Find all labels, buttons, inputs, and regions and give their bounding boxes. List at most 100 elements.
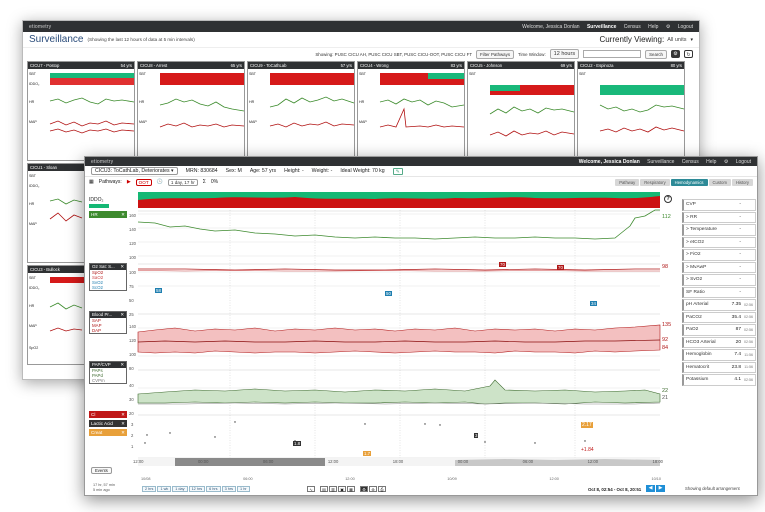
settings-icon[interactable]: ⚙ [671, 50, 680, 58]
events-button[interactable]: Events [91, 467, 112, 474]
param-row[interactable]: SF Ratio - [682, 286, 756, 298]
param-row[interactable]: CVP - [682, 199, 756, 211]
chart-icon[interactable]: ▥ [329, 486, 337, 492]
lab-marker[interactable]: 3 [474, 433, 479, 438]
svo2-marker[interactable]: 58 [155, 288, 162, 293]
o2-marker[interactable]: 70 [557, 265, 564, 270]
nav-surveillance[interactable]: Surveillance [586, 23, 617, 30]
patient-tile[interactable]: CICU4 - Wrong 83 yrs SBT HR MAP [357, 61, 465, 161]
range-button[interactable]: 2 hrs [142, 486, 157, 492]
nav-census[interactable]: Census [681, 158, 699, 165]
o2-marker[interactable]: 70 [499, 262, 506, 267]
tile-label-iddo: IDDO₂ [29, 286, 40, 290]
gear-icon[interactable]: ⚙ [360, 486, 368, 492]
param-row[interactable]: Hematocrit 23.8 11:56 [682, 361, 756, 373]
creat-marker[interactable]: 1.7 [363, 451, 372, 456]
patient-select[interactable]: CICU3: ToCathLab, Deteriorates ▾ [91, 167, 178, 175]
range-button[interactable]: 1 day [172, 486, 188, 492]
filter-pathways-button[interactable]: Filter Pathways [476, 49, 515, 59]
mini-timeline[interactable] [138, 458, 660, 466]
prev-icon[interactable]: ◀ [646, 485, 655, 492]
tab-history[interactable]: History [731, 179, 753, 186]
blood-pressure-box[interactable]: Blood Pr... ✕ SAP MAP DAP [89, 311, 127, 334]
patient-header: CICU3: ToCathLab, Deteriorates ▾ MRN: 83… [85, 166, 757, 177]
range-button[interactable]: 12 hrs [188, 486, 206, 492]
svo2-marker[interactable]: 34 [590, 301, 597, 306]
range-button[interactable]: 6 hrs [206, 486, 221, 492]
nav-census[interactable]: Census [623, 23, 641, 30]
mini-window[interactable] [175, 458, 325, 466]
pathway-tag[interactable]: OOT [135, 178, 152, 186]
pathways-icon: ▦ [89, 179, 94, 185]
tile-label-map: MAP [29, 120, 37, 124]
image-icon[interactable]: ▣ [338, 486, 346, 492]
iddo-swatch [89, 204, 109, 208]
pap-cvp-box[interactable]: PAP/CVP ✕ PAPs PAPd CVPm [89, 361, 127, 384]
o2-sat-box[interactable]: O2 Sat: S... ✕ SpO2 SaO2 SvO2 ScO2 [89, 263, 127, 291]
nav-logout[interactable]: Logout [677, 23, 693, 30]
param-row[interactable]: > RR - [682, 211, 756, 223]
range-button[interactable]: 3 hrs [221, 486, 237, 492]
param-row[interactable]: Hemoglobin 7.4 11:56 [682, 349, 756, 361]
tile-label-map: MAP [139, 120, 147, 124]
param-row[interactable]: > SvO2- [682, 274, 756, 286]
summary-text: 17 hr, 57 min 5 min ago [93, 483, 115, 492]
gear-icon[interactable]: ⚙ [665, 23, 671, 30]
chevron-down-icon[interactable]: ▾ [690, 36, 693, 43]
tab-respiratory[interactable]: Respiratory [640, 179, 670, 186]
nav-help[interactable]: Help [648, 23, 659, 30]
print-icon[interactable]: ⎙ [378, 486, 386, 492]
tile-label-hr: HR [249, 100, 255, 104]
patient-tile[interactable]: CICU7 - Postop 54 yrs SBT IDDO₂ HR MAP [27, 61, 135, 161]
lactic-acid-chip[interactable]: Lactic Acid ✕ [89, 420, 127, 427]
help-icon[interactable]: ? [664, 195, 672, 203]
wave-icon[interactable]: ∿ [307, 486, 315, 492]
time-window-select[interactable]: 12 hours [549, 49, 580, 59]
tile-label-hr: HR [359, 100, 365, 104]
page-subtitle: (Showing the last 12 hours of data at 5 … [87, 37, 195, 42]
next-icon[interactable]: ▶ [656, 485, 665, 492]
search-input[interactable] [583, 50, 642, 58]
param-row[interactable]: > etCO2- [682, 236, 756, 248]
height: Height: - [284, 168, 304, 174]
lab-marker[interactable]: 1.8 [293, 441, 302, 446]
gear-icon[interactable]: ⚙ [723, 158, 729, 165]
patient-tile[interactable]: CICU9 - ToCathLab 57 yrs SBT HR MAP [247, 61, 355, 161]
tile-label-iddo: IDDO₂ [29, 184, 40, 188]
patient-tile[interactable]: CICU8 - Arrest 65 yrs SBT HR MAP [137, 61, 245, 161]
zoom-icon[interactable]: ⊕ [369, 486, 377, 492]
tile-label-hr: HR [139, 100, 145, 104]
nav-logout[interactable]: Logout [735, 158, 751, 165]
cl-chip[interactable]: Cl ✕ [89, 411, 127, 418]
vitals-chart[interactable] [85, 190, 680, 466]
nav-help[interactable]: Help [706, 158, 717, 165]
table-icon[interactable]: ▤ [320, 486, 328, 492]
nav-surveillance[interactable]: Surveillance [647, 158, 675, 165]
play-icon[interactable]: ▶ [126, 179, 131, 185]
tab-custom[interactable]: Custom [708, 179, 731, 186]
trash-icon[interactable]: ▦ [347, 486, 355, 492]
param-row[interactable]: > MvAwP - [682, 261, 756, 273]
search-button[interactable]: Search [645, 49, 667, 59]
tab-hemodynamics[interactable]: Hemodynamics [670, 179, 708, 186]
param-row[interactable]: > FiO2- [682, 249, 756, 261]
tile-age: 69 yrs [560, 63, 572, 68]
patient-tile[interactable]: CICU5 - Johnson 69 yrs SBT [467, 61, 575, 161]
hr-chip[interactable]: HR ✕ [89, 211, 127, 218]
viewing-select[interactable]: All units [667, 36, 687, 43]
svo2-marker[interactable]: 50 [385, 291, 392, 296]
weight: Weight: - [311, 168, 333, 174]
range-button[interactable]: 1 hr [237, 486, 250, 492]
range-button[interactable]: 1 wk [157, 486, 172, 492]
creat-chip[interactable]: Creat ✕ [89, 429, 127, 436]
param-row[interactable]: HCO3 Arterial 20 02:56 [682, 336, 756, 348]
param-row[interactable]: Potassium 4.1 02:56 [682, 374, 756, 386]
param-row[interactable]: PaO2 87 02:56 [682, 324, 756, 336]
param-row[interactable]: pH Arterial 7.35 02:56 [682, 299, 756, 311]
patient-tile[interactable]: CICU2 - Espinoza 80 yrs SBT [577, 61, 685, 161]
edit-icon[interactable]: ✎ [392, 167, 403, 175]
param-row[interactable]: PaCO2 35.4 02:56 [682, 311, 756, 323]
tab-pathway[interactable]: Pathway [615, 179, 640, 186]
param-row[interactable]: > Temperature - [682, 224, 756, 236]
refresh-icon[interactable]: ↻ [684, 50, 693, 58]
